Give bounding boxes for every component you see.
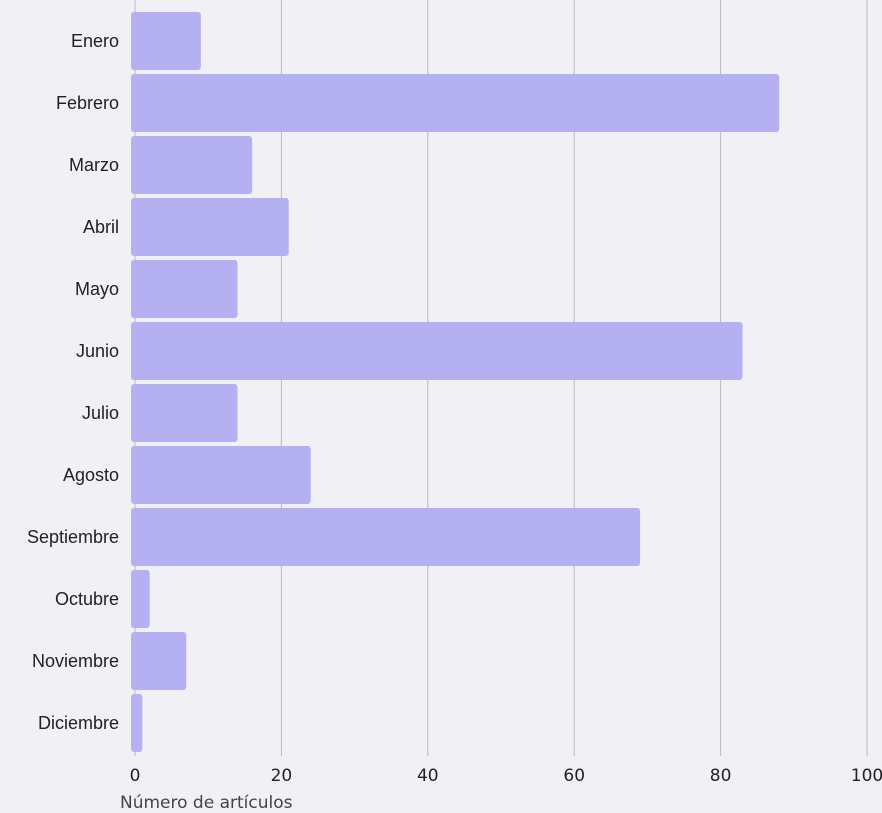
category-label: Junio [76,341,119,361]
bar-enero [131,12,201,70]
category-label: Febrero [56,93,119,113]
x-tick-label: 0 [130,766,141,786]
bars [131,12,780,752]
category-label: Octubre [55,589,119,609]
bar-noviembre [131,632,187,690]
x-tick-label: 40 [417,766,439,786]
x-tick-label: 60 [563,766,585,786]
bar-agosto [131,446,311,504]
bar-octubre [131,570,150,628]
category-label: Marzo [69,155,119,175]
category-label: Julio [82,403,119,423]
category-label: Noviembre [32,651,119,671]
bar-mayo [131,260,238,318]
x-tick-labels: 0 20 40 60 80 100 [130,766,882,786]
bar-septiembre [131,508,641,566]
bar-abril [131,198,289,256]
bar-febrero [131,74,780,132]
category-label: Agosto [63,465,119,485]
category-label: Mayo [75,279,119,299]
bar-marzo [131,136,253,194]
category-label: Diciembre [38,713,119,733]
category-label: Enero [71,31,119,51]
x-tick-label: 20 [271,766,293,786]
bar-junio [131,322,743,380]
category-label: Septiembre [27,527,119,547]
x-tick-label: 80 [710,766,732,786]
x-tick-label: 100 [851,766,882,786]
category-label: Abril [83,217,119,237]
category-labels: Enero Febrero Marzo Abril Mayo Junio Julio Agos… [27,31,119,733]
bar-diciembre [131,694,143,752]
bar-julio [131,384,238,442]
x-axis-title: Número de artículos [120,793,293,813]
